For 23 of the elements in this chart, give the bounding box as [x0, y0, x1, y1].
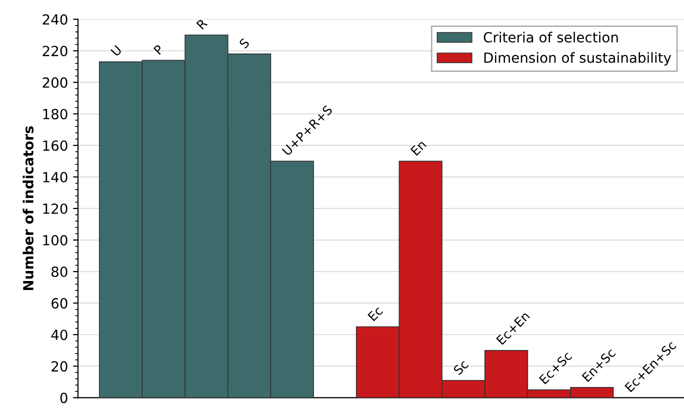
- y-tick-label: 60: [52, 298, 68, 309]
- y-axis-title: Number of indicators: [22, 126, 34, 290]
- y-tick-label: 0: [60, 392, 68, 404]
- annotation: P: [153, 44, 164, 55]
- y-tick-label: 120: [43, 203, 68, 214]
- y-tick-label: 200: [42, 77, 68, 88]
- legend-label: Criteria of selection: [484, 32, 618, 43]
- annotation: S: [238, 38, 250, 49]
- annotation: Sc: [452, 359, 469, 376]
- y-tick-label: 100: [43, 234, 68, 246]
- y-tick-label: 140: [43, 172, 68, 182]
- annotation: U: [110, 45, 122, 57]
- annotation: En: [410, 140, 426, 156]
- legend-label: Dimension of sustainability: [484, 52, 672, 66]
- y-tick-label: 240: [42, 14, 68, 25]
- y-tick-label: 220: [42, 46, 68, 56]
- annotation: R: [196, 18, 208, 30]
- y-tick-label: 180: [43, 108, 68, 120]
- y-tick-label: 40: [51, 330, 68, 340]
- y-tick-label: 160: [43, 140, 68, 151]
- y-tick-label: 80: [52, 266, 68, 278]
- y-tick-label: 20: [52, 361, 68, 372]
- annotation: Ec: [368, 306, 384, 322]
